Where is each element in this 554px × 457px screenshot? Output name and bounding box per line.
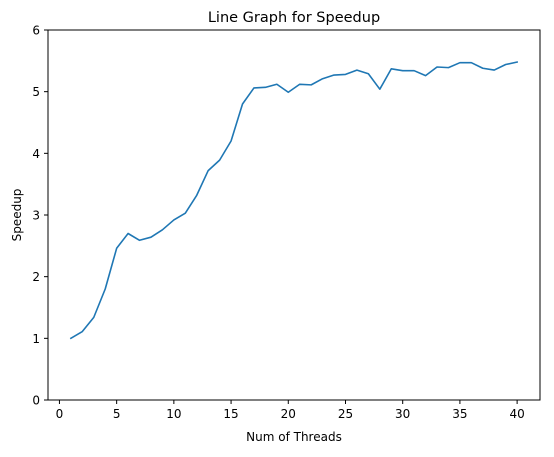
x-tick-label: 40	[509, 407, 524, 421]
x-tick-label: 20	[281, 407, 296, 421]
x-tick-label: 0	[56, 407, 64, 421]
x-axis-label: Num of Threads	[246, 430, 342, 444]
x-tick-label: 10	[166, 407, 181, 421]
chart-title: Line Graph for Speedup	[208, 10, 380, 26]
y-tick-label: 3	[32, 209, 40, 223]
x-axis-ticks: 0 5 10 15 20 25 30 35 40	[56, 400, 525, 421]
y-axis-ticks: 0 1 2 3 4 5 6	[32, 24, 48, 408]
x-tick-label: 5	[113, 407, 121, 421]
y-tick-label: 0	[32, 394, 40, 408]
y-tick-label: 1	[32, 332, 40, 346]
series-layer	[71, 62, 517, 338]
x-tick-label: 30	[395, 407, 410, 421]
y-axis-label: Speedup	[10, 189, 24, 242]
x-tick-label: 15	[223, 407, 238, 421]
x-tick-label: 35	[452, 407, 467, 421]
y-tick-label: 4	[32, 147, 40, 161]
y-tick-label: 6	[32, 24, 40, 38]
speedup-series-line	[71, 62, 517, 338]
plot-frame	[48, 30, 540, 400]
y-tick-label: 2	[32, 270, 40, 284]
y-tick-label: 5	[32, 85, 40, 99]
x-tick-label: 25	[338, 407, 353, 421]
